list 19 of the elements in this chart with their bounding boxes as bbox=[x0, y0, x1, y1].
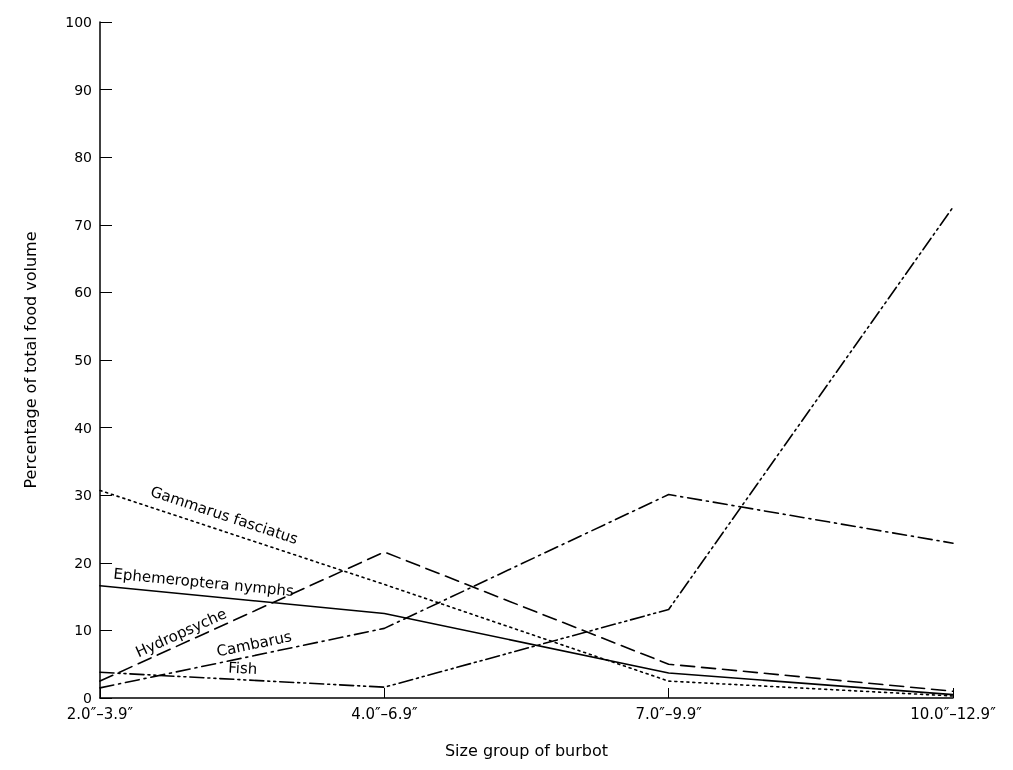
y-tick-label: 60 bbox=[74, 284, 92, 301]
y-tick-label: 40 bbox=[74, 419, 92, 436]
y-axis-title: Percentage of total food volume bbox=[20, 231, 40, 489]
series-label: Fish bbox=[227, 658, 258, 678]
y-tick-label: 100 bbox=[65, 14, 92, 30]
y-tick-label: 50 bbox=[74, 352, 92, 368]
x-tick-label: 7.0″–9.9″ bbox=[635, 704, 703, 723]
y-tick-label: 10 bbox=[74, 622, 92, 639]
text: Ephemeroptera nymphs bbox=[112, 564, 295, 601]
x-tick-label: 10.0″–12.9″ bbox=[910, 704, 997, 723]
y-tick-label: 20 bbox=[74, 554, 92, 571]
y-tick-label: 80 bbox=[74, 149, 92, 166]
y-tick-label: 70 bbox=[74, 216, 92, 233]
y-tick-label: 0 bbox=[83, 690, 92, 706]
x-tick-label: 4.0″–6.9″ bbox=[351, 704, 418, 723]
x-tick-label: 2.0″–3.9″ bbox=[66, 704, 134, 723]
y-tick-label: 90 bbox=[74, 81, 92, 98]
y-tick-label: 30 bbox=[74, 487, 92, 504]
x-axis-title: Size group of burbot bbox=[444, 740, 609, 760]
